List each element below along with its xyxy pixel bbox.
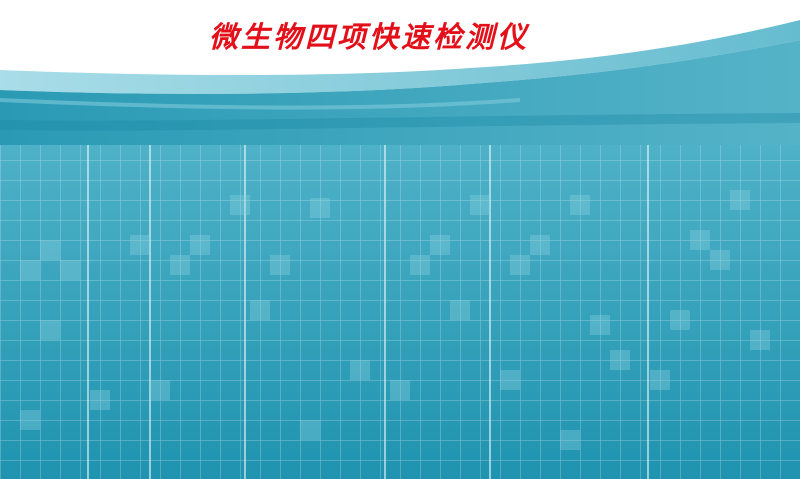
grid-highlights — [20, 190, 770, 450]
grid-lines — [0, 140, 800, 479]
wave-dark — [0, 40, 800, 145]
wave-light — [0, 20, 800, 94]
top-white-area — [0, 0, 800, 75]
page-title: 微生物四项快速检测仪 — [208, 20, 529, 54]
wave-shadow — [0, 113, 800, 131]
column-separators — [87, 145, 649, 479]
wave-highlight — [0, 98, 521, 110]
